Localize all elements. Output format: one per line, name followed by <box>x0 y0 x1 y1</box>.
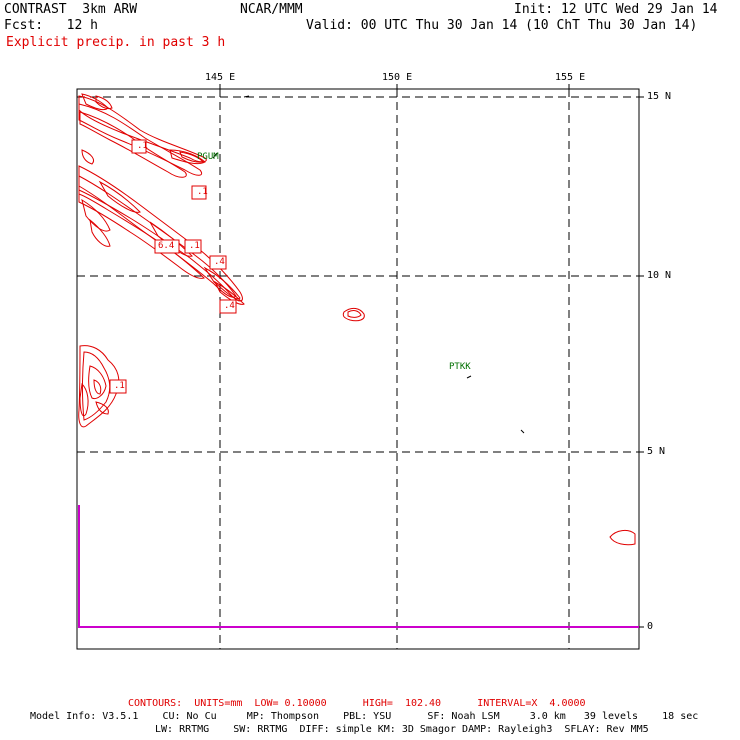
valid-time: Valid: 00 UTC Thu 30 Jan 14 (10 ChT Thu … <box>306 18 698 33</box>
contours-info: CONTOURS: UNITS=mm LOW= 0.10000 HIGH= 10… <box>128 698 586 709</box>
precip-contours <box>78 93 636 546</box>
model-info-line1: Model Info: V3.5.1 CU: No Cu MP: Thompso… <box>30 711 699 722</box>
coast-mark <box>520 429 525 434</box>
lat-label-10n: 10 N <box>647 270 672 281</box>
contour-label: .1 <box>137 141 148 151</box>
contour-label-group <box>109 139 237 394</box>
lon-label-150e: 150 E <box>382 72 413 83</box>
product-title: CONTRAST 3km ARW <box>4 2 138 17</box>
contour-label: .1 <box>197 187 208 197</box>
contour-label: .4 <box>214 257 225 267</box>
contour-label: .4 <box>224 301 235 311</box>
model-info-line2: LW: RRTMG SW: RRTMG DIFF: simple KM: 3D … <box>155 724 649 735</box>
field-title: Explicit precip. in past 3 h <box>6 35 226 50</box>
graticule <box>77 89 639 649</box>
org-label: NCAR/MMM <box>240 2 303 17</box>
map-frame <box>76 88 640 650</box>
forecast-hour: Fcst: 12 h <box>4 18 98 33</box>
lat-label-5n: 5 N <box>647 446 666 457</box>
coast-mark-north <box>243 95 250 98</box>
lat-label-15n: 15 N <box>647 91 672 102</box>
station-label-ptkk: PTKK <box>449 362 471 372</box>
station-markers <box>212 95 525 434</box>
station-marker-ptkk <box>466 375 472 379</box>
axis-ticks <box>219 84 644 628</box>
precip-trace <box>78 505 639 628</box>
init-time: Init: 12 UTC Wed 29 Jan 14 <box>514 2 718 17</box>
lon-label-145e: 145 E <box>205 72 236 83</box>
contour-label: 6.4 <box>158 241 175 251</box>
station-label-pgum: PGUM <box>197 152 219 162</box>
station-marker-pgum <box>212 152 218 159</box>
contour-label: .1 <box>114 381 125 391</box>
scale-label-zero: 0 <box>647 621 654 632</box>
contour-label: .1 <box>189 241 200 251</box>
lon-label-155e: 155 E <box>555 72 586 83</box>
